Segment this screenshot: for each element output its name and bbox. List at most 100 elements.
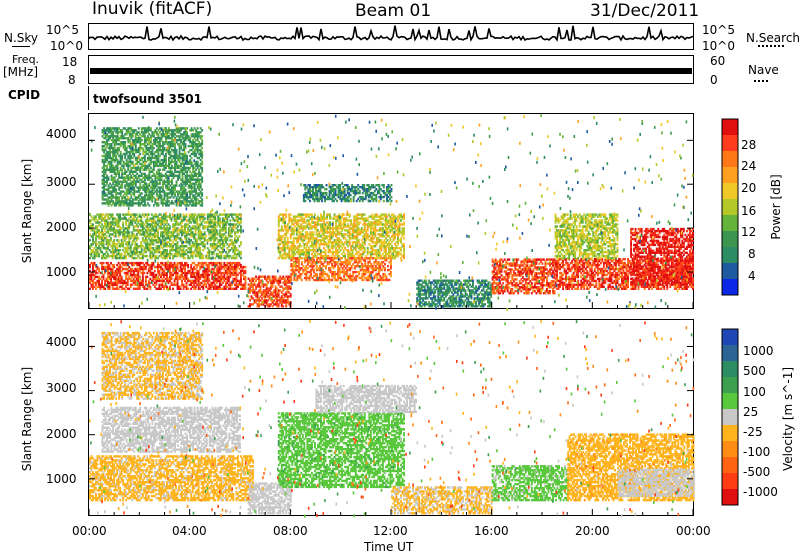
- echo-cell: [175, 283, 177, 286]
- echo-cell: [157, 141, 160, 144]
- echo-cell: [268, 297, 271, 300]
- echo-cell: [189, 137, 192, 140]
- echo-cell: [101, 174, 104, 177]
- echo-cell: [229, 287, 232, 290]
- echo-cell: [285, 293, 288, 296]
- echo-cell: [182, 254, 185, 258]
- echo-cell: [163, 174, 166, 177]
- echo-cell: [229, 283, 232, 286]
- echo-cell: [286, 223, 289, 226]
- echo-cell: [186, 196, 188, 199]
- echo-cell: [205, 275, 208, 279]
- echo-cell: [128, 231, 131, 234]
- echo-cell: [259, 295, 262, 298]
- echo-cell: [282, 256, 285, 260]
- echo-cell: [166, 241, 168, 244]
- echo-cell: [101, 261, 103, 265]
- echo-cell: [164, 261, 167, 265]
- echo-cell: [157, 156, 160, 160]
- echo-cell: [208, 231, 211, 234]
- echo-cell: [320, 227, 322, 230]
- echo-cell: [125, 285, 128, 288]
- echo-cell: [175, 174, 178, 177]
- echo-cell: [116, 152, 119, 156]
- echo-cell: [160, 200, 163, 203]
- echo-cell: [184, 277, 186, 281]
- echo-cell: [232, 281, 235, 285]
- echo-cell: [105, 221, 108, 224]
- echo-cell: [181, 221, 183, 224]
- echo-cell: [133, 152, 136, 156]
- echo-cell: [157, 233, 159, 236]
- echo-cell: [119, 186, 122, 189]
- echo-cell: [140, 156, 143, 160]
- echo-cell: [116, 231, 119, 234]
- echo-cell: [106, 188, 108, 191]
- nsky-line: [88, 25, 694, 42]
- echo-cell: [188, 243, 191, 246]
- echo-cell: [108, 233, 111, 236]
- echo-cell: [166, 273, 168, 277]
- echo-cell: [148, 168, 151, 171]
- echo-cell: [195, 192, 198, 195]
- echo-cell: [137, 277, 140, 281]
- echo-cell: [121, 186, 124, 189]
- echo-cell: [104, 287, 106, 290]
- echo-cell: [133, 188, 136, 191]
- echo-cell: [292, 217, 295, 220]
- echo-cell: [153, 235, 156, 238]
- echo-cell: [311, 237, 313, 240]
- echo-cell: [190, 186, 193, 189]
- echo-cell: [226, 273, 229, 277]
- echo-cell: [292, 219, 295, 222]
- echo-cell: [172, 225, 174, 228]
- echo-cell: [140, 178, 143, 181]
- echo-cell: [277, 231, 280, 234]
- echo-cell: [136, 160, 139, 164]
- echo-cell: [273, 295, 276, 298]
- echo-cell: [152, 186, 155, 189]
- echo-cell: [103, 184, 105, 187]
- echo-cell: [101, 231, 103, 234]
- echo-cell: [137, 231, 140, 234]
- echo-cell: [218, 229, 221, 232]
- echo-cell: [208, 249, 211, 252]
- echo-cell: [148, 164, 151, 168]
- echo-cell: [172, 150, 175, 154]
- echo-cell: [96, 227, 99, 230]
- echo-cell: [163, 271, 165, 275]
- echo-cell: [183, 166, 185, 170]
- echo-cell: [163, 198, 166, 201]
- echo-cell: [220, 265, 223, 269]
- echo-cell: [285, 281, 288, 284]
- echo-cell: [211, 267, 214, 271]
- echo-cell: [136, 137, 139, 140]
- echo-cell: [171, 137, 173, 140]
- echo-cell: [214, 287, 217, 290]
- echo-cell: [253, 277, 256, 280]
- echo-cell: [147, 233, 150, 236]
- echo-cell: [198, 192, 201, 195]
- echo-cell: [114, 229, 117, 232]
- echo-cell: [146, 247, 149, 250]
- echo-cell: [175, 263, 177, 267]
- echo-cell: [128, 154, 131, 158]
- echo-cell: [206, 279, 209, 283]
- echo-cell: [289, 213, 292, 216]
- echo-cell: [224, 235, 227, 238]
- echo-cell: [99, 215, 102, 218]
- echo-cell: [121, 131, 124, 134]
- echo-cell: [311, 225, 313, 228]
- echo-cell: [161, 279, 164, 283]
- echo-cell: [206, 271, 209, 275]
- echo-cell: [268, 303, 271, 306]
- echo-cell: [151, 186, 154, 189]
- echo-cell: [160, 243, 162, 246]
- echo-cell: [174, 186, 176, 189]
- echo-cell: [120, 261, 123, 265]
- echo-cell: [232, 279, 235, 283]
- echo-cell: [271, 283, 274, 286]
- echo-cell: [122, 287, 125, 290]
- echo-cell: [168, 131, 170, 134]
- echo-cell: [110, 273, 112, 277]
